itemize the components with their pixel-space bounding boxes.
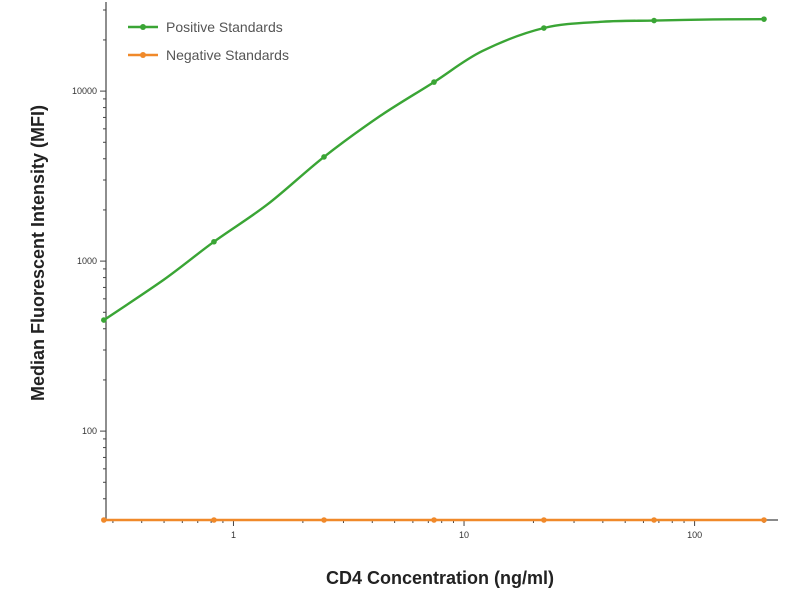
data-point-positive-standards (211, 238, 217, 245)
x-axis-title: CD4 Concentration (ng/ml) (326, 568, 554, 588)
legend-label: Negative Standards (166, 47, 289, 63)
y-axis-title: Median Fluorescent Intensity (MFI) (28, 105, 48, 401)
data-point-negative-standards (101, 517, 107, 523)
y-tick-label: 100 (82, 426, 97, 436)
data-point-negative-standards (211, 517, 217, 523)
data-point-negative-standards (761, 517, 767, 523)
legend-item-negative-standards: Negative Standards (128, 47, 289, 63)
y-tick-label: 1000 (77, 256, 97, 266)
axes (105, 2, 778, 521)
data-point-positive-standards (431, 79, 437, 85)
series-positive-standards (101, 16, 767, 323)
legend-swatch-marker (140, 24, 146, 30)
data-point-positive-standards (541, 25, 547, 31)
legend-item-positive-standards: Positive Standards (128, 19, 283, 35)
data-point-negative-standards (651, 517, 657, 523)
legend: Positive Standards Negative Standards (128, 19, 289, 63)
data-point-positive-standards (321, 154, 327, 160)
x-tick-label: 10 (459, 530, 469, 540)
data-point-positive-standards (101, 317, 107, 323)
y-tick-label: 10000 (72, 86, 97, 96)
data-point-positive-standards (651, 17, 657, 24)
series-line-positive-standards (103, 18, 765, 322)
legend-swatch-marker (140, 52, 146, 58)
x-tick-label: 1 (231, 530, 236, 540)
data-point-negative-standards (541, 517, 547, 523)
x-ticks: 1 10 100 (112, 520, 765, 540)
legend-label: Positive Standards (166, 19, 283, 35)
x-tick-label: 100 (687, 530, 702, 540)
data-point-negative-standards (431, 517, 437, 523)
plot-series (101, 16, 767, 523)
data-point-negative-standards (321, 517, 327, 523)
data-point-positive-standards (761, 16, 767, 22)
series-negative-standards (101, 517, 767, 523)
y-ticks: 100 1000 10000 (72, 9, 106, 521)
